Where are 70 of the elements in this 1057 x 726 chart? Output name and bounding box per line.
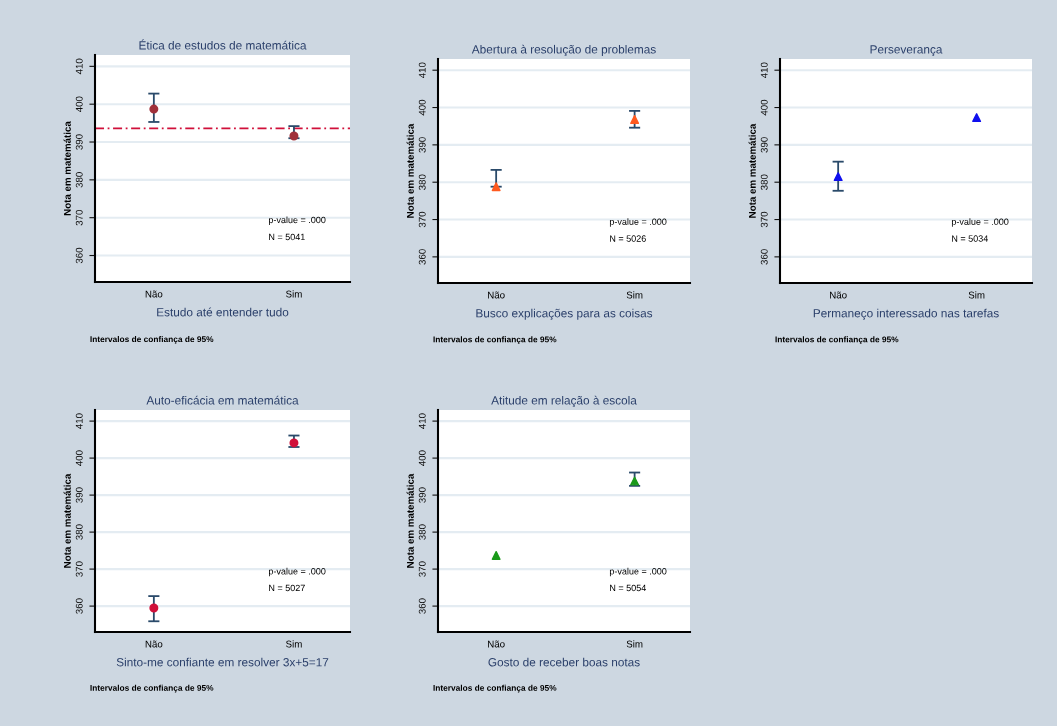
y-axis-title: Nota em matemática xyxy=(406,123,414,218)
x-axis-title: Gosto de receber boas notas xyxy=(488,657,640,667)
y-tick-label: 380 xyxy=(418,174,426,190)
x-tick-label: Sim xyxy=(286,640,302,648)
y-tick-label: 390 xyxy=(75,134,83,150)
y-tick-label: 410 xyxy=(75,413,83,429)
x-axis-title: Sinto-me confiante em resolver 3x+5=17 xyxy=(116,657,329,667)
annotation: N = 5034 xyxy=(952,235,988,242)
y-axis-title: Nota em matemática xyxy=(63,121,71,216)
y-tick-label: 380 xyxy=(75,524,83,540)
y-tick-label: 360 xyxy=(75,598,83,614)
y-tick-label: 410 xyxy=(418,62,426,79)
y-axis-title: Nota em matemática xyxy=(748,123,756,218)
x-tick-label: Sim xyxy=(968,291,985,299)
y-axis-title: Nota em matemática xyxy=(406,473,414,568)
annotation: p-value = .000 xyxy=(268,216,326,225)
annotation: N = 5041 xyxy=(269,233,305,241)
y-tick-label: 360 xyxy=(418,598,426,614)
text: Intervalos de confiança de 95% xyxy=(90,336,214,344)
text: Intervalos de confiança de 95% xyxy=(433,684,557,693)
x-tick-label: Não xyxy=(830,291,847,299)
chart-title: Abertura à resolução de problemas xyxy=(471,44,656,56)
annotation: p-value = .000 xyxy=(268,567,326,577)
chart-title: Atitude em relação à escola xyxy=(491,395,637,407)
y-tick-label: 380 xyxy=(418,524,426,540)
annotation: N = 5054 xyxy=(610,584,646,592)
annotation: p-value = .000 xyxy=(951,218,1009,227)
annotation: N = 5026 xyxy=(610,235,646,242)
x-axis-title: Permaneço interessado nas tarefas xyxy=(813,308,999,320)
y-tick-label: 390 xyxy=(418,487,426,503)
y-tick-label: 370 xyxy=(75,209,83,226)
y-tick-label: 380 xyxy=(75,172,83,188)
y-tick-label: 400 xyxy=(418,450,426,466)
text: Intervalos de confiança de 95% xyxy=(775,336,899,344)
x-tick-label: Não xyxy=(145,640,163,648)
x-tick-label: Não xyxy=(145,290,163,298)
y-tick-label: 410 xyxy=(75,58,83,75)
y-tick-label: 370 xyxy=(760,211,768,228)
y-tick-label: 370 xyxy=(418,561,426,577)
x-tick-label: Sim xyxy=(626,640,643,648)
text: Intervalos de confiança de 95% xyxy=(433,336,557,344)
y-tick-label: 390 xyxy=(760,137,768,153)
y-tick-label: 360 xyxy=(75,247,83,264)
y-tick-label: 370 xyxy=(75,561,83,577)
y-tick-label: 400 xyxy=(75,450,83,466)
chart-title: Perseverança xyxy=(870,45,943,56)
x-axis-title: Busco explicações para as coisas xyxy=(476,308,653,320)
y-tick-label: 380 xyxy=(760,174,768,190)
y-axis-title: Nota em matemática xyxy=(63,473,71,568)
x-tick-label: Sim xyxy=(286,290,302,298)
y-tick-label: 390 xyxy=(75,487,83,503)
x-tick-label: Não xyxy=(488,291,505,299)
y-tick-label: 410 xyxy=(418,413,426,429)
y-tick-label: 410 xyxy=(760,62,768,79)
y-tick-label: 400 xyxy=(760,99,768,116)
annotation: p-value = .000 xyxy=(609,567,667,577)
y-tick-label: 390 xyxy=(418,137,426,153)
text: Intervalos de confiança de 95% xyxy=(90,684,214,693)
annotation: p-value = .000 xyxy=(609,218,667,227)
y-tick-label: 400 xyxy=(418,99,426,116)
y-tick-label: 370 xyxy=(418,211,426,228)
chart-title: Ética de estudos de matemática xyxy=(139,39,307,50)
chart-title: Auto-eficácia em matemática xyxy=(146,395,299,405)
y-tick-label: 360 xyxy=(418,249,426,265)
y-tick-label: 360 xyxy=(760,249,768,265)
annotation: N = 5027 xyxy=(269,584,305,592)
x-axis-title: Estudo até entender tudo xyxy=(157,307,289,317)
x-tick-label: Sim xyxy=(626,291,643,299)
x-tick-label: Não xyxy=(488,640,505,648)
y-tick-label: 400 xyxy=(75,96,83,113)
